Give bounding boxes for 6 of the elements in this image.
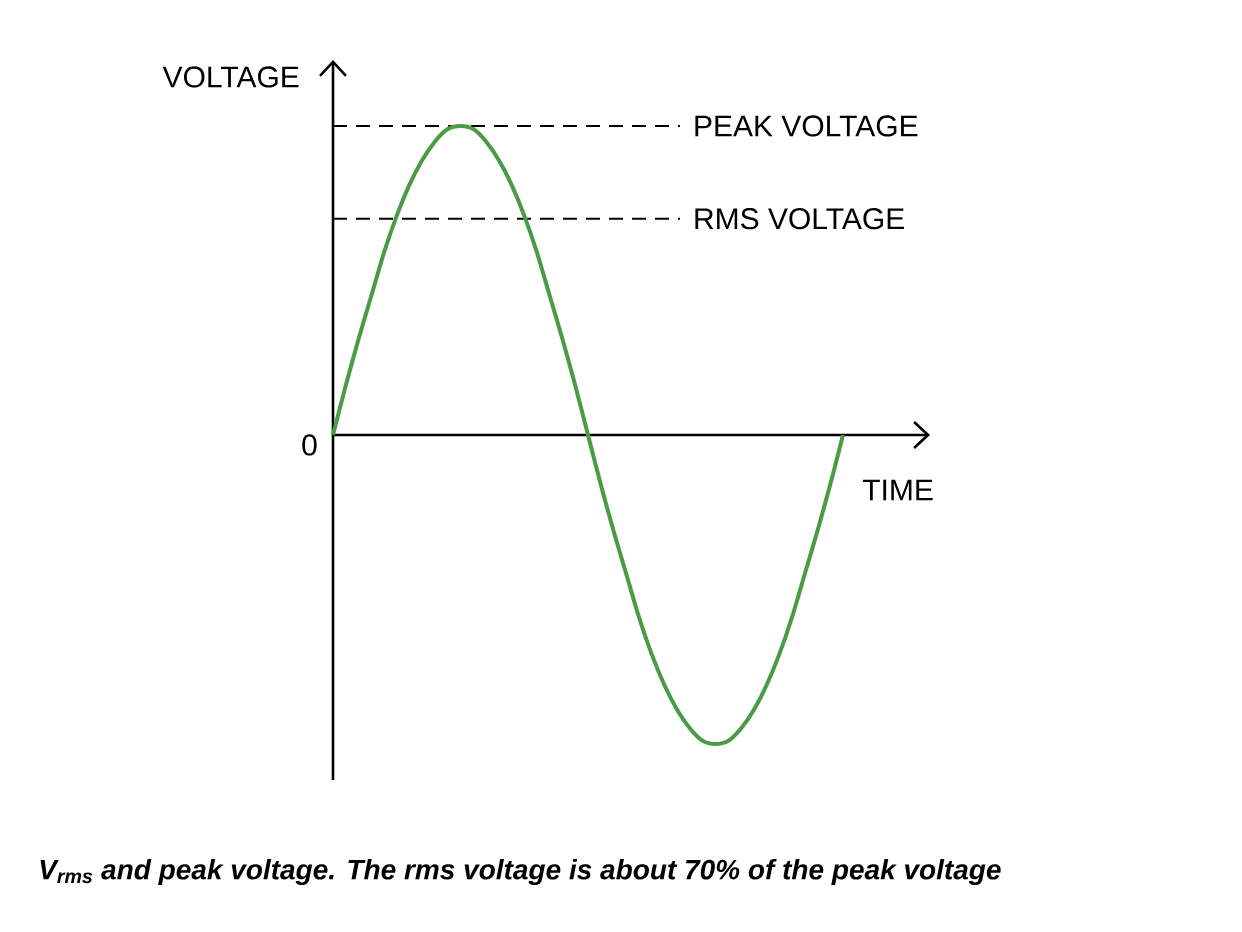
x-axis-title: TIME [862,479,933,501]
ref-line-label: RMS VOLTAGE [695,208,904,230]
ref-line-label: PEAK VOLTAGE [695,115,918,137]
y-axis-title: VOLTAGE [162,66,299,88]
text: 0 [302,434,317,456]
text: V$_{rms}$ and peak voltage. The rms voltage is about 70% of the peak voltage [40,858,1001,886]
